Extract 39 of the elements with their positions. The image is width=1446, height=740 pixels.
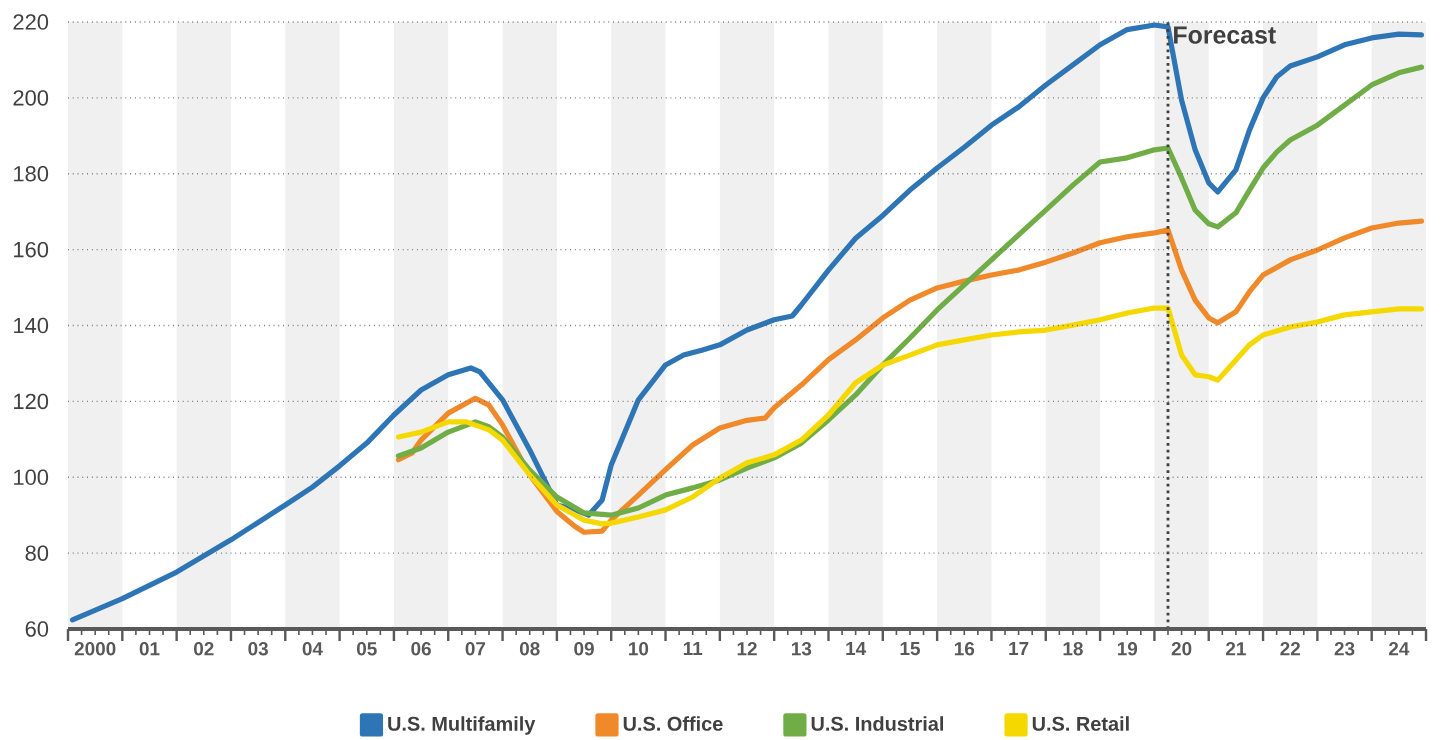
x-tick-label: 12: [737, 642, 757, 656]
x-tick-label: 08: [519, 642, 540, 656]
x-tick-label: 11: [683, 642, 703, 656]
x-tick-label: 07: [465, 642, 486, 656]
x-tick-label: 19: [1117, 642, 1138, 656]
x-tick-label: 15: [900, 642, 920, 656]
legend-label: U.S. Retail: [1032, 716, 1129, 731]
y-tick-label: 60: [25, 621, 49, 637]
x-tick-label: 09: [574, 642, 594, 656]
y-tick-label: 200: [13, 90, 49, 106]
y-tick-label: 100: [14, 469, 49, 486]
x-tick-label: 23: [1334, 642, 1355, 656]
x-tick-label: 06: [411, 642, 431, 656]
x-tick-label: 10: [629, 642, 649, 656]
x-tick-label: 2000: [74, 642, 116, 656]
x-tick-label: 03: [248, 642, 268, 656]
y-tick-label: 160: [14, 241, 49, 258]
legend-label: U.S. Office: [623, 716, 723, 731]
x-tick-label: 04: [302, 642, 323, 656]
y-tick-label: 140: [14, 317, 49, 334]
x-tick-label: 20: [1171, 642, 1192, 656]
ref-line-label: Forecast: [1174, 26, 1276, 44]
x-tick-label: 16: [954, 642, 975, 656]
y-tick-label: 220: [13, 14, 49, 30]
x-tick-label: 05: [356, 642, 377, 656]
legend-label: U.S. Industrial: [811, 716, 944, 731]
y-tick-label: 180: [14, 166, 49, 182]
x-tick-label: 22: [1280, 642, 1300, 656]
x-tick-label: 01: [139, 642, 160, 656]
y-tick-label: 80: [25, 545, 49, 561]
x-tick-label: 18: [1063, 642, 1083, 656]
x-tick-label: 21: [1226, 642, 1246, 656]
x-tick-label: 02: [194, 642, 214, 656]
x-tick-label: 13: [791, 642, 812, 656]
x-tick-label: 24: [1388, 642, 1410, 656]
x-tick-label: 17: [1009, 642, 1029, 656]
y-tick-label: 120: [14, 393, 49, 410]
x-tick-label: 14: [846, 642, 867, 656]
legend-label: U.S. Multifamily: [388, 716, 536, 735]
